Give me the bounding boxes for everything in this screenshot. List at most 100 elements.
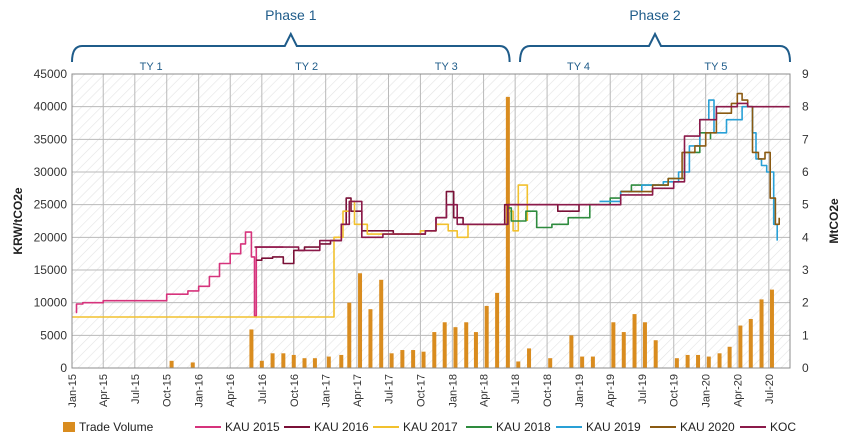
trade-volume-bar [505, 96, 510, 368]
y-right-tick-label: 5 [802, 198, 809, 212]
x-tick-label: Jan-15 [67, 374, 79, 408]
y-left-tick-label: 35000 [34, 132, 68, 146]
y-right-tick-label: 6 [802, 165, 809, 179]
y-left-tick-label: 5000 [40, 328, 67, 342]
x-tick-label: Jan-16 [194, 374, 206, 408]
y-right-tick-label: 0 [802, 361, 809, 375]
x-tick-label: Apr-20 [732, 374, 744, 407]
trade-volume-bar [727, 346, 732, 368]
trade-volume-bar [442, 322, 447, 368]
trade-volume-bar [748, 319, 753, 368]
trade-volume-bar [621, 332, 626, 368]
trade-volume-bar [759, 299, 764, 368]
x-tick-label: Oct-16 [289, 374, 301, 407]
trade-volume-bar [259, 360, 264, 368]
y-left-tick-label: 30000 [34, 165, 68, 179]
y-left-tick-label: 25000 [34, 198, 68, 212]
y-left-tick-label: 10000 [34, 296, 68, 310]
plot-area [72, 74, 790, 368]
y-right-axis-title: MtCO2e [827, 198, 841, 244]
phase-brace [519, 31, 791, 63]
trade-volume-bar [421, 351, 426, 368]
x-tick-label: Jan-17 [321, 374, 333, 408]
x-tick-label: Jul-16 [257, 374, 269, 404]
trade-volume-bar [516, 361, 521, 368]
trade-volume-bar [590, 356, 595, 368]
trade-volume-bar [769, 289, 774, 368]
trade-volume-bar [632, 314, 637, 368]
trade-volume-bars [169, 96, 774, 368]
series-line-koc [254, 102, 790, 252]
y-left-tick-label: 45000 [34, 67, 68, 81]
y-right-tick-label: 3 [802, 263, 809, 277]
y-left-tick-label: 40000 [34, 100, 68, 114]
y-left-tick-label: 15000 [34, 263, 68, 277]
trade-volume-bar [569, 335, 574, 368]
legend-label-kau-2020: KAU 2020 [680, 420, 735, 434]
trade-volume-bar [326, 356, 331, 368]
trading-year-label: TY 4 [567, 61, 590, 73]
trade-volume-bar [464, 322, 469, 368]
trade-volume-bar [473, 332, 478, 368]
trade-volume-bar [453, 327, 458, 368]
trade-volume-bar [281, 353, 286, 368]
trade-volume-bar [368, 309, 373, 368]
x-tick-label: Oct-17 [415, 374, 427, 407]
trade-volume-bar [291, 354, 296, 368]
trade-volume-bar [674, 358, 679, 368]
legend-label-kau-2016: KAU 2016 [314, 420, 369, 434]
y-right-tick-label: 8 [802, 100, 809, 114]
series-line-kau-2015 [75, 231, 284, 317]
phase-label: Phase 1 [265, 7, 317, 23]
trade-volume-bar [400, 350, 405, 368]
trade-volume-bar [642, 322, 647, 368]
legend-label-kau-2019: KAU 2019 [586, 420, 641, 434]
x-tick-label: Jul-18 [510, 374, 522, 404]
x-tick-label: Jul-17 [383, 374, 395, 404]
x-tick-label: Oct-18 [542, 374, 554, 407]
trade-volume-bar [358, 273, 363, 368]
legend: Trade Volume KAU 2015 KAU 2016 KAU 2017 KAU … [63, 420, 796, 434]
trade-volume-bar [389, 353, 394, 368]
series-line-kau-2019 [599, 99, 778, 241]
phase-label: Phase 2 [629, 7, 681, 23]
y-right-tick-label: 2 [802, 296, 809, 310]
trade-volume-bar [706, 356, 711, 368]
plot-frame [71, 73, 791, 369]
price-lines [72, 92, 790, 318]
x-tick-label: Apr-17 [352, 374, 364, 407]
trading-year-label: TY 2 [295, 61, 318, 73]
trade-volume-bar [270, 353, 275, 368]
trade-volume-bar [411, 350, 416, 368]
trade-volume-bar [339, 354, 344, 368]
y-left-axis-title: KRW/tCO2e [11, 187, 25, 254]
legend-label-trade-volume: Trade Volume [79, 420, 154, 434]
trade-volume-bar [302, 358, 307, 368]
y-right-tick-label: 9 [802, 67, 809, 81]
x-tick-label: Jul-19 [637, 374, 649, 404]
trade-volume-bar [611, 322, 616, 368]
trade-volume-bar [484, 305, 489, 368]
phase-brace [71, 31, 511, 63]
y-right-tick-label: 4 [802, 230, 809, 244]
legend-label-koc: KOC [770, 420, 796, 434]
trade-volume-bar [696, 354, 701, 368]
trade-volume-bar [527, 348, 532, 368]
y-left-tick-label: 20000 [34, 230, 68, 244]
trade-volume-bar [312, 358, 317, 368]
trade-volume-bar [169, 360, 174, 368]
trade-volume-bar [580, 356, 585, 368]
trade-volume-bar [190, 362, 195, 368]
trade-volume-bar [249, 329, 254, 368]
trading-year-label: TY 1 [140, 61, 163, 73]
trading-year-label: TY 3 [435, 61, 458, 73]
legend-swatch-trade-volume [63, 422, 75, 432]
legend-label-kau-2015: KAU 2015 [225, 420, 280, 434]
trade-volume-bar [685, 354, 690, 368]
x-tick-label: Jul-20 [764, 374, 776, 404]
y-right-tick-label: 7 [802, 132, 809, 146]
x-tick-label: Jan-19 [574, 374, 586, 408]
trade-volume-bar [495, 292, 500, 368]
trade-volume-bar [347, 302, 352, 368]
